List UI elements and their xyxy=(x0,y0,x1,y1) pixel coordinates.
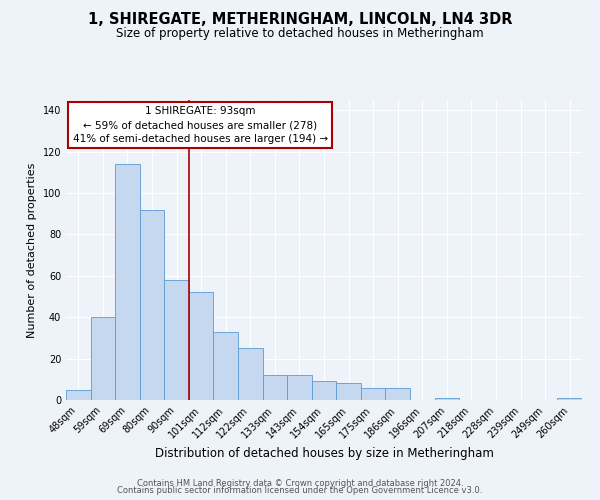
Text: 1 SHIREGATE: 93sqm
← 59% of detached houses are smaller (278)
41% of semi-detach: 1 SHIREGATE: 93sqm ← 59% of detached hou… xyxy=(73,106,328,144)
Bar xyxy=(214,332,238,400)
Bar xyxy=(238,348,263,400)
Bar xyxy=(164,280,189,400)
Bar xyxy=(66,390,91,400)
Bar xyxy=(434,398,459,400)
Text: Contains HM Land Registry data © Crown copyright and database right 2024.: Contains HM Land Registry data © Crown c… xyxy=(137,478,463,488)
Bar xyxy=(115,164,140,400)
Text: 1, SHIREGATE, METHERINGHAM, LINCOLN, LN4 3DR: 1, SHIREGATE, METHERINGHAM, LINCOLN, LN4… xyxy=(88,12,512,28)
Bar xyxy=(557,398,582,400)
Bar xyxy=(385,388,410,400)
Bar xyxy=(287,375,312,400)
Bar xyxy=(189,292,214,400)
Text: Size of property relative to detached houses in Metheringham: Size of property relative to detached ho… xyxy=(116,28,484,40)
Bar xyxy=(91,317,115,400)
Bar xyxy=(140,210,164,400)
Y-axis label: Number of detached properties: Number of detached properties xyxy=(27,162,37,338)
Bar xyxy=(263,375,287,400)
Text: Contains public sector information licensed under the Open Government Licence v3: Contains public sector information licen… xyxy=(118,486,482,495)
Bar xyxy=(312,382,336,400)
Bar xyxy=(336,384,361,400)
X-axis label: Distribution of detached houses by size in Metheringham: Distribution of detached houses by size … xyxy=(155,446,493,460)
Bar xyxy=(361,388,385,400)
